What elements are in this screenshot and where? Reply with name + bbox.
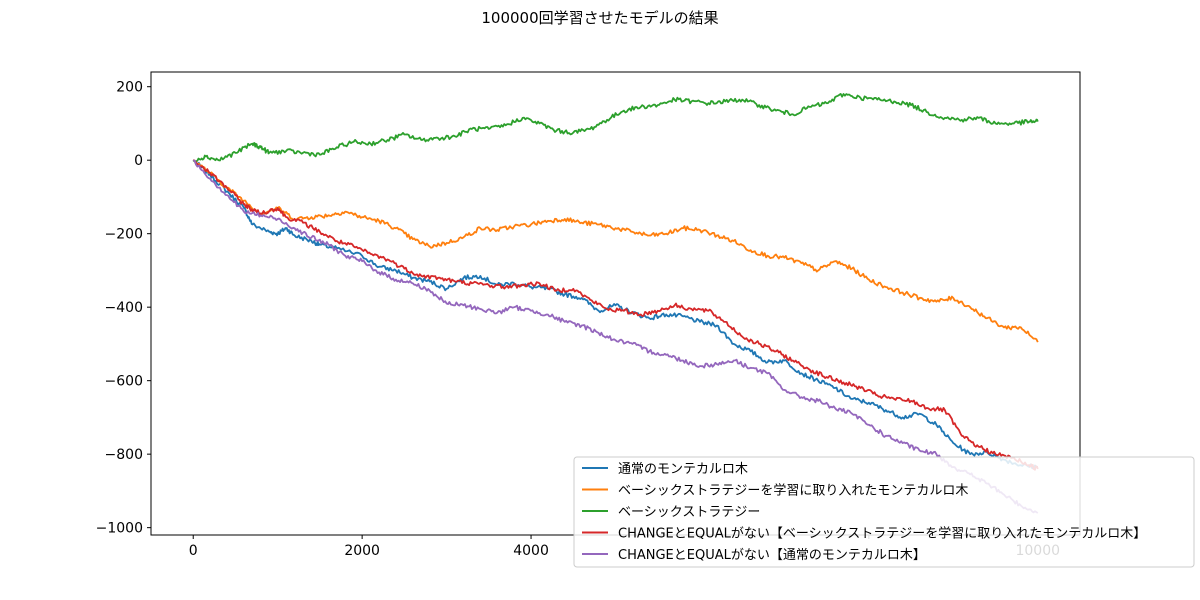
legend-label: CHANGEとEQUALがない【通常のモンテカルロ木】 <box>618 548 926 563</box>
x-tick-label: 2000 <box>344 543 380 559</box>
y-axis: 200 0 −200 −400 −600 −800 −1000 <box>96 80 151 537</box>
chart-title: 100000回学習させたモデルの結果 <box>481 9 718 27</box>
y-tick-label: −400 <box>105 300 143 316</box>
x-tick-label: 0 <box>189 543 198 559</box>
y-tick-label: 0 <box>134 153 143 169</box>
series-line-2 <box>193 159 1039 343</box>
series-line-1 <box>192 159 1039 469</box>
y-tick-label: −1000 <box>96 521 143 537</box>
series-line-5 <box>192 159 1039 514</box>
y-tick-label: −800 <box>105 447 143 463</box>
x-tick-label: 4000 <box>513 543 549 559</box>
series-layer <box>192 93 1039 514</box>
series-line-4 <box>192 159 1039 471</box>
y-tick-label: 200 <box>116 80 143 96</box>
legend-label: CHANGEとEQUALがない【ベーシックストラテジーを学習に取り入れたモンテカ… <box>618 526 1146 542</box>
legend-box <box>573 456 1195 568</box>
legend-label: 通常のモンテカルロ木 <box>618 462 748 477</box>
series-line-3 <box>192 93 1039 163</box>
y-tick-label: −200 <box>105 227 143 243</box>
legend-label: ベーシックストラテジー <box>618 505 760 520</box>
legend: 通常のモンテカルロ木ベーシックストラテジーを学習に取り入れたモンテカルロ木ベーシ… <box>573 456 1195 568</box>
legend-label: ベーシックストラテジーを学習に取り入れたモンテカルロ木 <box>618 483 968 499</box>
y-tick-label: −600 <box>105 374 143 390</box>
